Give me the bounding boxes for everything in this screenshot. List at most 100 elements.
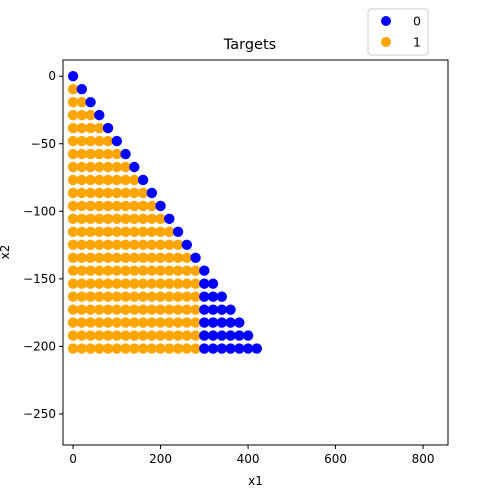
data-point-class-1 [85,252,96,263]
data-point-class-1 [94,174,105,186]
data-point-class-1 [172,304,184,315]
data-point-class-1 [164,226,175,238]
chart-title: Targets [223,37,276,53]
data-point-class-1 [120,161,131,173]
data-point-class-1 [111,343,123,354]
data-point-class-0 [242,343,254,354]
data-point-class-1 [76,161,88,173]
data-point-class-1 [85,148,96,160]
data-point-class-1 [85,317,96,328]
data-point-class-0 [216,304,228,315]
data-point-class-1 [181,252,193,263]
y-tick-label: 0 [48,69,56,83]
data-point-class-1 [129,174,140,186]
data-point-class-1 [120,291,131,302]
data-point-class-1 [129,200,140,212]
data-point-class-1 [67,226,79,238]
data-point-class-1 [155,291,166,302]
data-point-class-0 [207,343,219,354]
data-point-class-1 [164,343,175,354]
data-point-class-1 [111,278,123,289]
data-point-class-1 [102,187,114,199]
data-point-class-1 [85,213,96,225]
data-point-class-1 [85,187,96,199]
data-point-class-1 [94,252,105,263]
data-point-class-1 [102,135,114,147]
data-point-class-1 [67,122,79,134]
data-point-class-1 [85,278,96,289]
data-point-class-1 [85,343,96,354]
data-point-class-1 [76,148,88,160]
data-point-class-1 [137,200,149,212]
data-point-class-1 [129,317,140,328]
data-point-class-0 [129,161,140,173]
data-point-class-1 [85,226,96,238]
data-point-class-1 [164,278,175,289]
x-tick-label: 0 [69,452,77,466]
data-point-class-0 [207,330,219,341]
data-point-class-0 [111,135,123,147]
data-point-class-1 [190,265,201,276]
data-point-class-1 [155,330,166,341]
y-tick-label: −250 [23,407,56,421]
y-tick-label: −150 [23,272,56,286]
data-point-class-1 [102,213,114,225]
data-point-class-0 [225,317,236,328]
y-tick-label: −200 [23,339,56,353]
data-point-class-1 [76,200,88,212]
data-point-class-1 [85,239,96,250]
data-point-class-1 [129,343,140,354]
data-point-class-1 [137,278,149,289]
data-point-class-1 [181,278,193,289]
data-point-class-1 [67,96,79,108]
data-point-class-1 [85,109,96,121]
data-point-class-1 [155,226,166,238]
data-point-class-1 [94,291,105,302]
data-point-class-1 [67,213,79,225]
data-point-class-1 [164,239,175,250]
data-point-class-1 [155,265,166,276]
data-point-class-1 [146,265,158,276]
data-point-class-1 [76,239,88,250]
x-tick-label: 400 [237,452,260,466]
data-point-class-1 [102,174,114,186]
data-point-class-1 [181,304,193,315]
data-point-class-1 [67,148,79,160]
data-point-class-1 [94,226,105,238]
data-point-class-1 [155,304,166,315]
data-point-class-1 [164,330,175,341]
data-point-class-1 [111,291,123,302]
data-point-class-1 [85,330,96,341]
data-point-class-1 [137,213,149,225]
y-tick-label: −100 [23,204,56,218]
data-point-class-1 [164,252,175,263]
data-point-class-1 [181,343,193,354]
data-point-class-1 [102,291,114,302]
data-point-class-0 [164,213,175,225]
data-point-class-1 [164,317,175,328]
data-point-class-1 [129,330,140,341]
data-point-class-1 [76,265,88,276]
data-point-class-1 [155,252,166,263]
data-point-class-1 [102,161,114,173]
data-point-class-0 [102,122,114,134]
points-layer [67,71,263,354]
data-point-class-1 [102,200,114,212]
data-point-class-1 [76,304,88,315]
data-point-class-1 [102,148,114,160]
data-point-class-1 [146,330,158,341]
data-point-class-0 [242,330,254,341]
data-point-class-1 [155,317,166,328]
data-point-class-1 [155,343,166,354]
data-point-class-1 [102,265,114,276]
y-axis: 0 −50 −100 −150 −200 −250 [23,69,63,421]
data-point-class-1 [181,291,193,302]
data-point-class-1 [190,278,201,289]
data-point-class-0 [181,239,193,250]
legend-label-1: 1 [413,35,421,50]
data-point-class-1 [85,122,96,134]
data-point-class-1 [120,187,131,199]
data-point-class-0 [207,278,219,289]
data-point-class-0 [137,174,149,186]
data-point-class-1 [146,304,158,315]
